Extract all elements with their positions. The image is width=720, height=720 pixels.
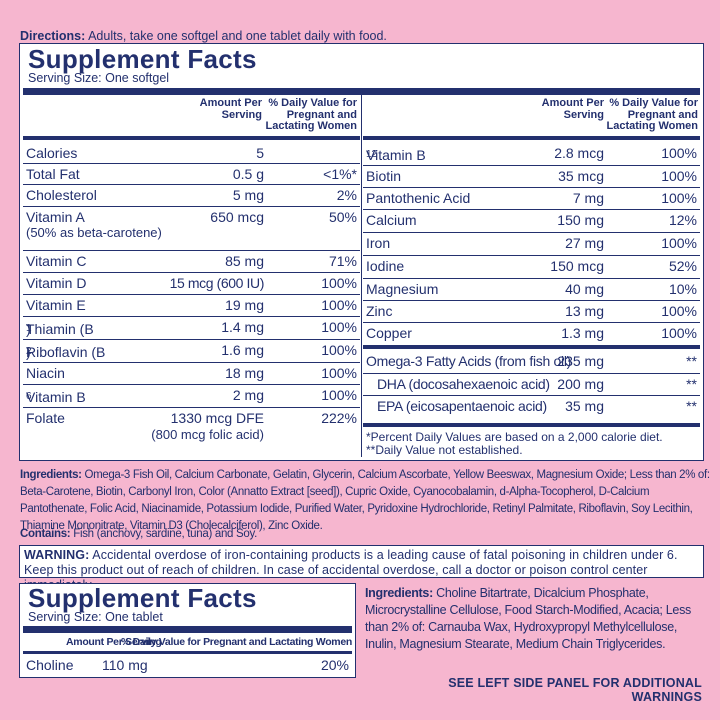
header-divider-right bbox=[363, 136, 700, 140]
nutrient-row-riboflavin: Riboflavin (B 2) 1.6 mg 100% bbox=[23, 339, 360, 363]
nutrient-row-vitamin-a: Vitamin A (50% as beta-carotene) 650 mcg… bbox=[23, 206, 360, 251]
ingredients-label: Ingredients: bbox=[365, 586, 433, 600]
allergen-contains: Contains: Fish (anchovy, sardine, tuna) … bbox=[20, 527, 257, 541]
nutrient-row-calcium: Calcium 150 mg 12% bbox=[363, 209, 700, 233]
header-dv: % Daily Value for Pregnant and Lactating… bbox=[120, 636, 352, 648]
warning-label: WARNING: bbox=[24, 548, 90, 562]
nutrient-row-vitamin-c: Vitamin C 85 mg 71% bbox=[23, 250, 360, 273]
ingredients-label: Ingredients: bbox=[20, 469, 82, 481]
omega-divider bbox=[363, 345, 700, 349]
header-dv-left: % Daily Value for Pregnant and Lactating W… bbox=[265, 97, 357, 132]
header-divider-left bbox=[23, 136, 360, 140]
nutrient-row-thiamin: Thiamin (B 1) 1.4 mg 100% bbox=[23, 316, 360, 340]
column-divider bbox=[361, 95, 362, 457]
nutrient-row-dha: DHA (docosahexaenoic acid) 200 mg ** bbox=[363, 373, 700, 396]
footnote-not-established: **Daily Value not established. bbox=[366, 443, 523, 457]
nutrient-row-choline: Choline 110 mg 20% bbox=[26, 657, 349, 673]
contains-label: Contains: bbox=[20, 528, 71, 540]
thick-divider bbox=[23, 88, 700, 95]
nutrient-row-omega-3: Omega-3 Fatty Acids (from fish oil) 235 … bbox=[366, 353, 697, 369]
nutrient-row-niacin: Niacin 18 mg 100% bbox=[23, 362, 360, 385]
ingredients-softgel: Ingredients: Omega-3 Fish Oil, Calcium C… bbox=[20, 467, 710, 535]
nutrient-row-total-fat: Total Fat 0.5 g <1%* bbox=[23, 163, 360, 185]
header-amount-right: Amount Per Serving bbox=[541, 97, 604, 121]
footnote-dv: *Percent Daily Values are based on a 2,0… bbox=[366, 430, 663, 444]
nutrient-row-copper: Copper 1.3 mg 100% bbox=[363, 322, 700, 345]
contains-body: Fish (anchovy, sardine, tuna) and Soy. bbox=[73, 528, 258, 540]
ingredients-tablet: Ingredients: Choline Bitartrate, Dicalci… bbox=[365, 585, 705, 653]
nutrient-row-calories: Calories 5 bbox=[26, 145, 264, 161]
additional-warnings-note: SEE LEFT SIDE PANEL FOR ADDITIONAL WARNI… bbox=[448, 676, 702, 704]
nutrient-row-vitamin-e: Vitamin E 19 mg 100% bbox=[23, 294, 360, 317]
directions-body: Adults, take one softgel and one tablet … bbox=[88, 29, 387, 43]
nutrient-row-epa: EPA (eicosapentaenoic acid) 35 mg ** bbox=[363, 395, 700, 418]
nutrient-row-iron: Iron 27 mg 100% bbox=[363, 232, 700, 256]
supplement-facts-softgel-panel: Supplement Facts Serving Size: One softg… bbox=[19, 43, 704, 461]
nutrient-row-cholesterol: Cholesterol 5 mg 2% bbox=[23, 184, 360, 207]
thick-divider bbox=[23, 626, 352, 633]
ingredients-body: Omega-3 Fish Oil, Calcium Carbonate, Gel… bbox=[20, 469, 710, 532]
ingredients-body: Choline Bitartrate, Dicalcium Phosphate,… bbox=[365, 586, 691, 651]
nutrient-row-iodine: Iodine 150 mcg 52% bbox=[363, 255, 700, 279]
serving-size: Serving Size: One tablet bbox=[28, 610, 163, 624]
nutrient-row-magnesium: Magnesium 40 mg 10% bbox=[363, 278, 700, 301]
nutrient-row-biotin: Biotin 35 mcg 100% bbox=[363, 165, 700, 188]
header-dv-right: % Daily Value for Pregnant and Lactating W… bbox=[606, 97, 698, 132]
panel-title: Supplement Facts bbox=[28, 44, 257, 74]
nutrient-row-folate: Folate 1330 mcg DFE (800 mcg folic acid)… bbox=[23, 407, 360, 454]
header-amount: Amount Per Serving bbox=[66, 636, 162, 648]
nutrient-row-vitamin-b12: Vitamin B 12 2.8 mcg 100% bbox=[366, 145, 697, 163]
notes-divider bbox=[363, 423, 700, 427]
nutrient-row-zinc: Zinc 13 mg 100% bbox=[363, 300, 700, 323]
header-amount-left: Amount Per Serving bbox=[199, 97, 262, 121]
serving-size: Serving Size: One softgel bbox=[28, 71, 170, 85]
nutrient-row-vitamin-d: Vitamin D 15 mcg (600 IU) 100% bbox=[23, 272, 360, 295]
nutrient-row-pantothenic-acid: Pantothenic Acid 7 mg 100% bbox=[363, 187, 700, 210]
directions-label: Directions: bbox=[20, 29, 86, 43]
panel-title: Supplement Facts bbox=[28, 583, 257, 613]
directions-text: Directions: Adults, take one softgel and… bbox=[20, 29, 710, 43]
iron-warning-box: WARNING: Accidental overdose of iron-con… bbox=[19, 545, 704, 592]
supplement-facts-tablet-panel: Supplement Facts Serving Size: One table… bbox=[19, 583, 356, 678]
header-divider bbox=[23, 651, 352, 654]
